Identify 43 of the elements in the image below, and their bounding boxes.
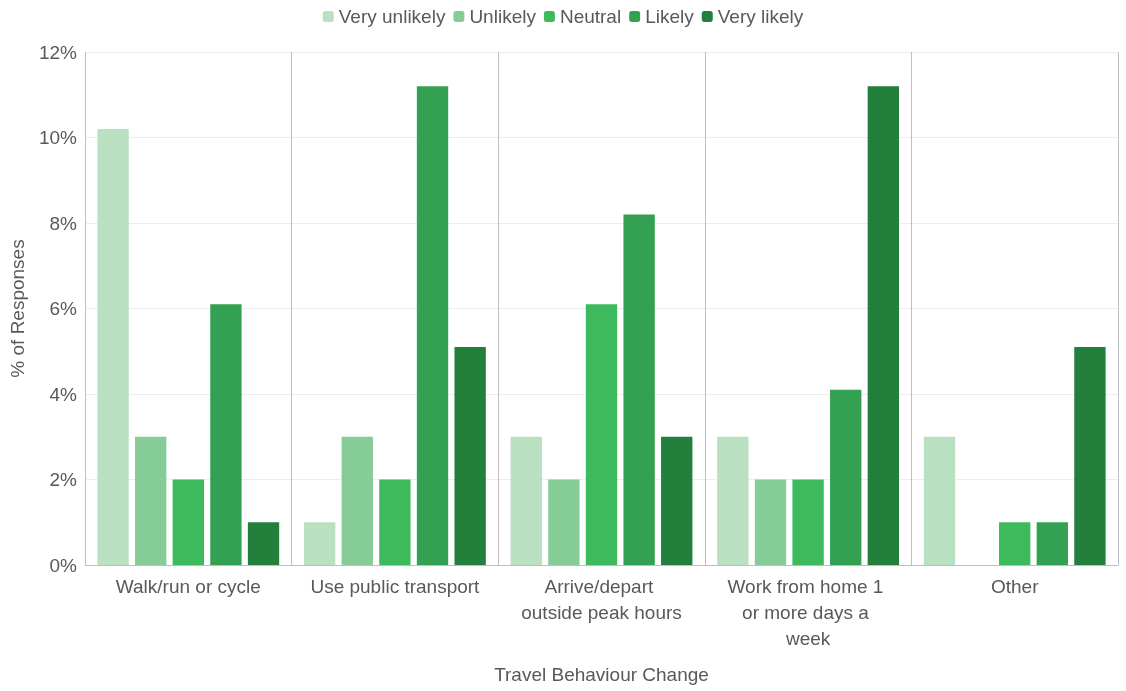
x-axis-title: Travel Behaviour Change	[494, 664, 709, 685]
bar	[792, 479, 824, 565]
x-tick-label: Walk/run or cycle	[115, 575, 261, 597]
y-axis-title: % of Responses	[7, 239, 28, 378]
bar	[1036, 522, 1068, 565]
bar	[1074, 346, 1106, 565]
legend-label: Likely	[645, 6, 695, 27]
bar	[623, 214, 655, 565]
x-tick-label: Other	[990, 575, 1040, 597]
legend-label: Very unlikely	[338, 6, 446, 27]
bar	[97, 128, 129, 565]
legend-label: Very likely	[717, 6, 804, 27]
bar	[210, 304, 242, 565]
bar	[999, 522, 1031, 565]
bar	[172, 479, 204, 565]
legend-label: Neutral	[559, 6, 622, 27]
y-tick-label: 6%	[49, 298, 78, 319]
bar	[135, 436, 167, 565]
x-tick-label: Arrive/depart outside peak hours	[521, 575, 682, 623]
y-tick-label: 0%	[49, 554, 78, 576]
y-tick-label: 4%	[49, 383, 78, 405]
bar	[867, 86, 899, 565]
y-tick-label: 8%	[49, 212, 78, 234]
bar	[717, 436, 749, 565]
bar	[247, 522, 280, 565]
bar	[661, 436, 693, 565]
bar	[923, 436, 956, 565]
y-tick-label: 2%	[49, 469, 78, 490]
x-tick-label: Use public transport	[310, 575, 481, 597]
y-tick-label: 12%	[38, 41, 78, 63]
legend-label: Unlikely	[469, 6, 537, 27]
bar	[548, 479, 580, 565]
bar	[304, 522, 336, 565]
x-tick-label: Work from home 1 or more days a week	[727, 575, 889, 649]
bar	[585, 304, 618, 565]
bar	[510, 436, 542, 565]
bar	[830, 389, 862, 565]
y-tick-label: 10%	[38, 127, 78, 148]
bar	[754, 479, 787, 565]
bar	[416, 86, 449, 565]
bar	[341, 436, 373, 565]
bar	[454, 346, 486, 565]
bar	[379, 479, 411, 565]
